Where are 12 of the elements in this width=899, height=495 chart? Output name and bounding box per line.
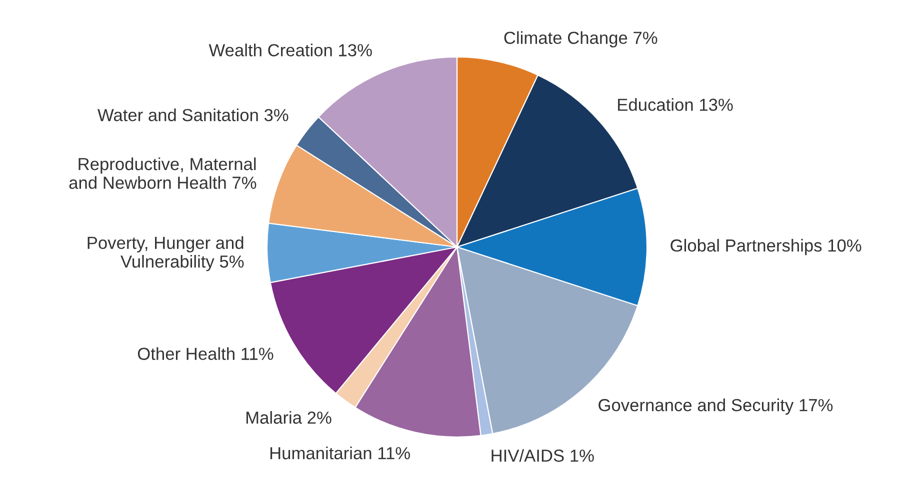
slice-label: Reproductive, Maternal and Newborn Health 7% bbox=[69, 157, 256, 189]
slice-label: Wealth Creation 13% bbox=[208, 44, 372, 56]
slice-label: Education 13% bbox=[618, 98, 733, 111]
slice-label: Poverty, Hunger and Vulnerability 5% bbox=[88, 236, 244, 272]
slice-label: Humanitarian 11% bbox=[270, 446, 410, 460]
slice-label: Climate Change 7% bbox=[504, 31, 658, 48]
slice-label: HIV/AIDS 1% bbox=[492, 449, 594, 462]
slice-label: Other Health 11% bbox=[138, 347, 274, 360]
slice-label: Governance and Security 17% bbox=[598, 398, 833, 415]
slice-label: Water and Sanitation 3% bbox=[98, 108, 288, 122]
slice-label: Global Partnerships 10% bbox=[670, 238, 862, 256]
slice-label: Malaria 2% bbox=[246, 411, 332, 424]
